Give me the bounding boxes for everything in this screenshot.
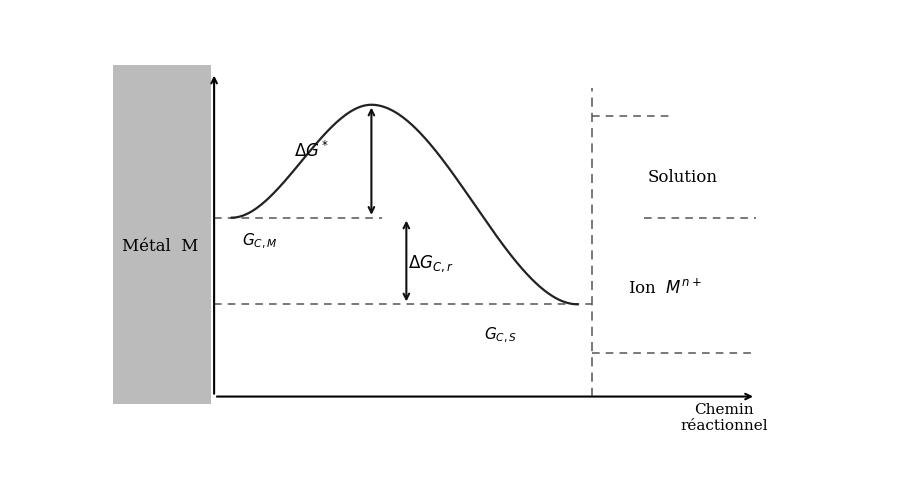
Text: Ion  $M^{n+}$: Ion $M^{n+}$	[628, 278, 702, 297]
Text: Métal  M: Métal M	[122, 238, 198, 255]
Text: Chemin
réactionnel: Chemin réactionnel	[681, 402, 769, 432]
Text: $\Delta G^*$: $\Delta G^*$	[294, 141, 329, 161]
Text: $G_{C,M}$: $G_{C,M}$	[242, 231, 278, 250]
Bar	[113, 66, 211, 404]
Text: $\Delta G_{C,r}$: $\Delta G_{C,r}$	[408, 253, 454, 274]
Text: $G_{C,S}$: $G_{C,S}$	[484, 325, 518, 345]
Text: Solution: Solution	[648, 168, 717, 185]
